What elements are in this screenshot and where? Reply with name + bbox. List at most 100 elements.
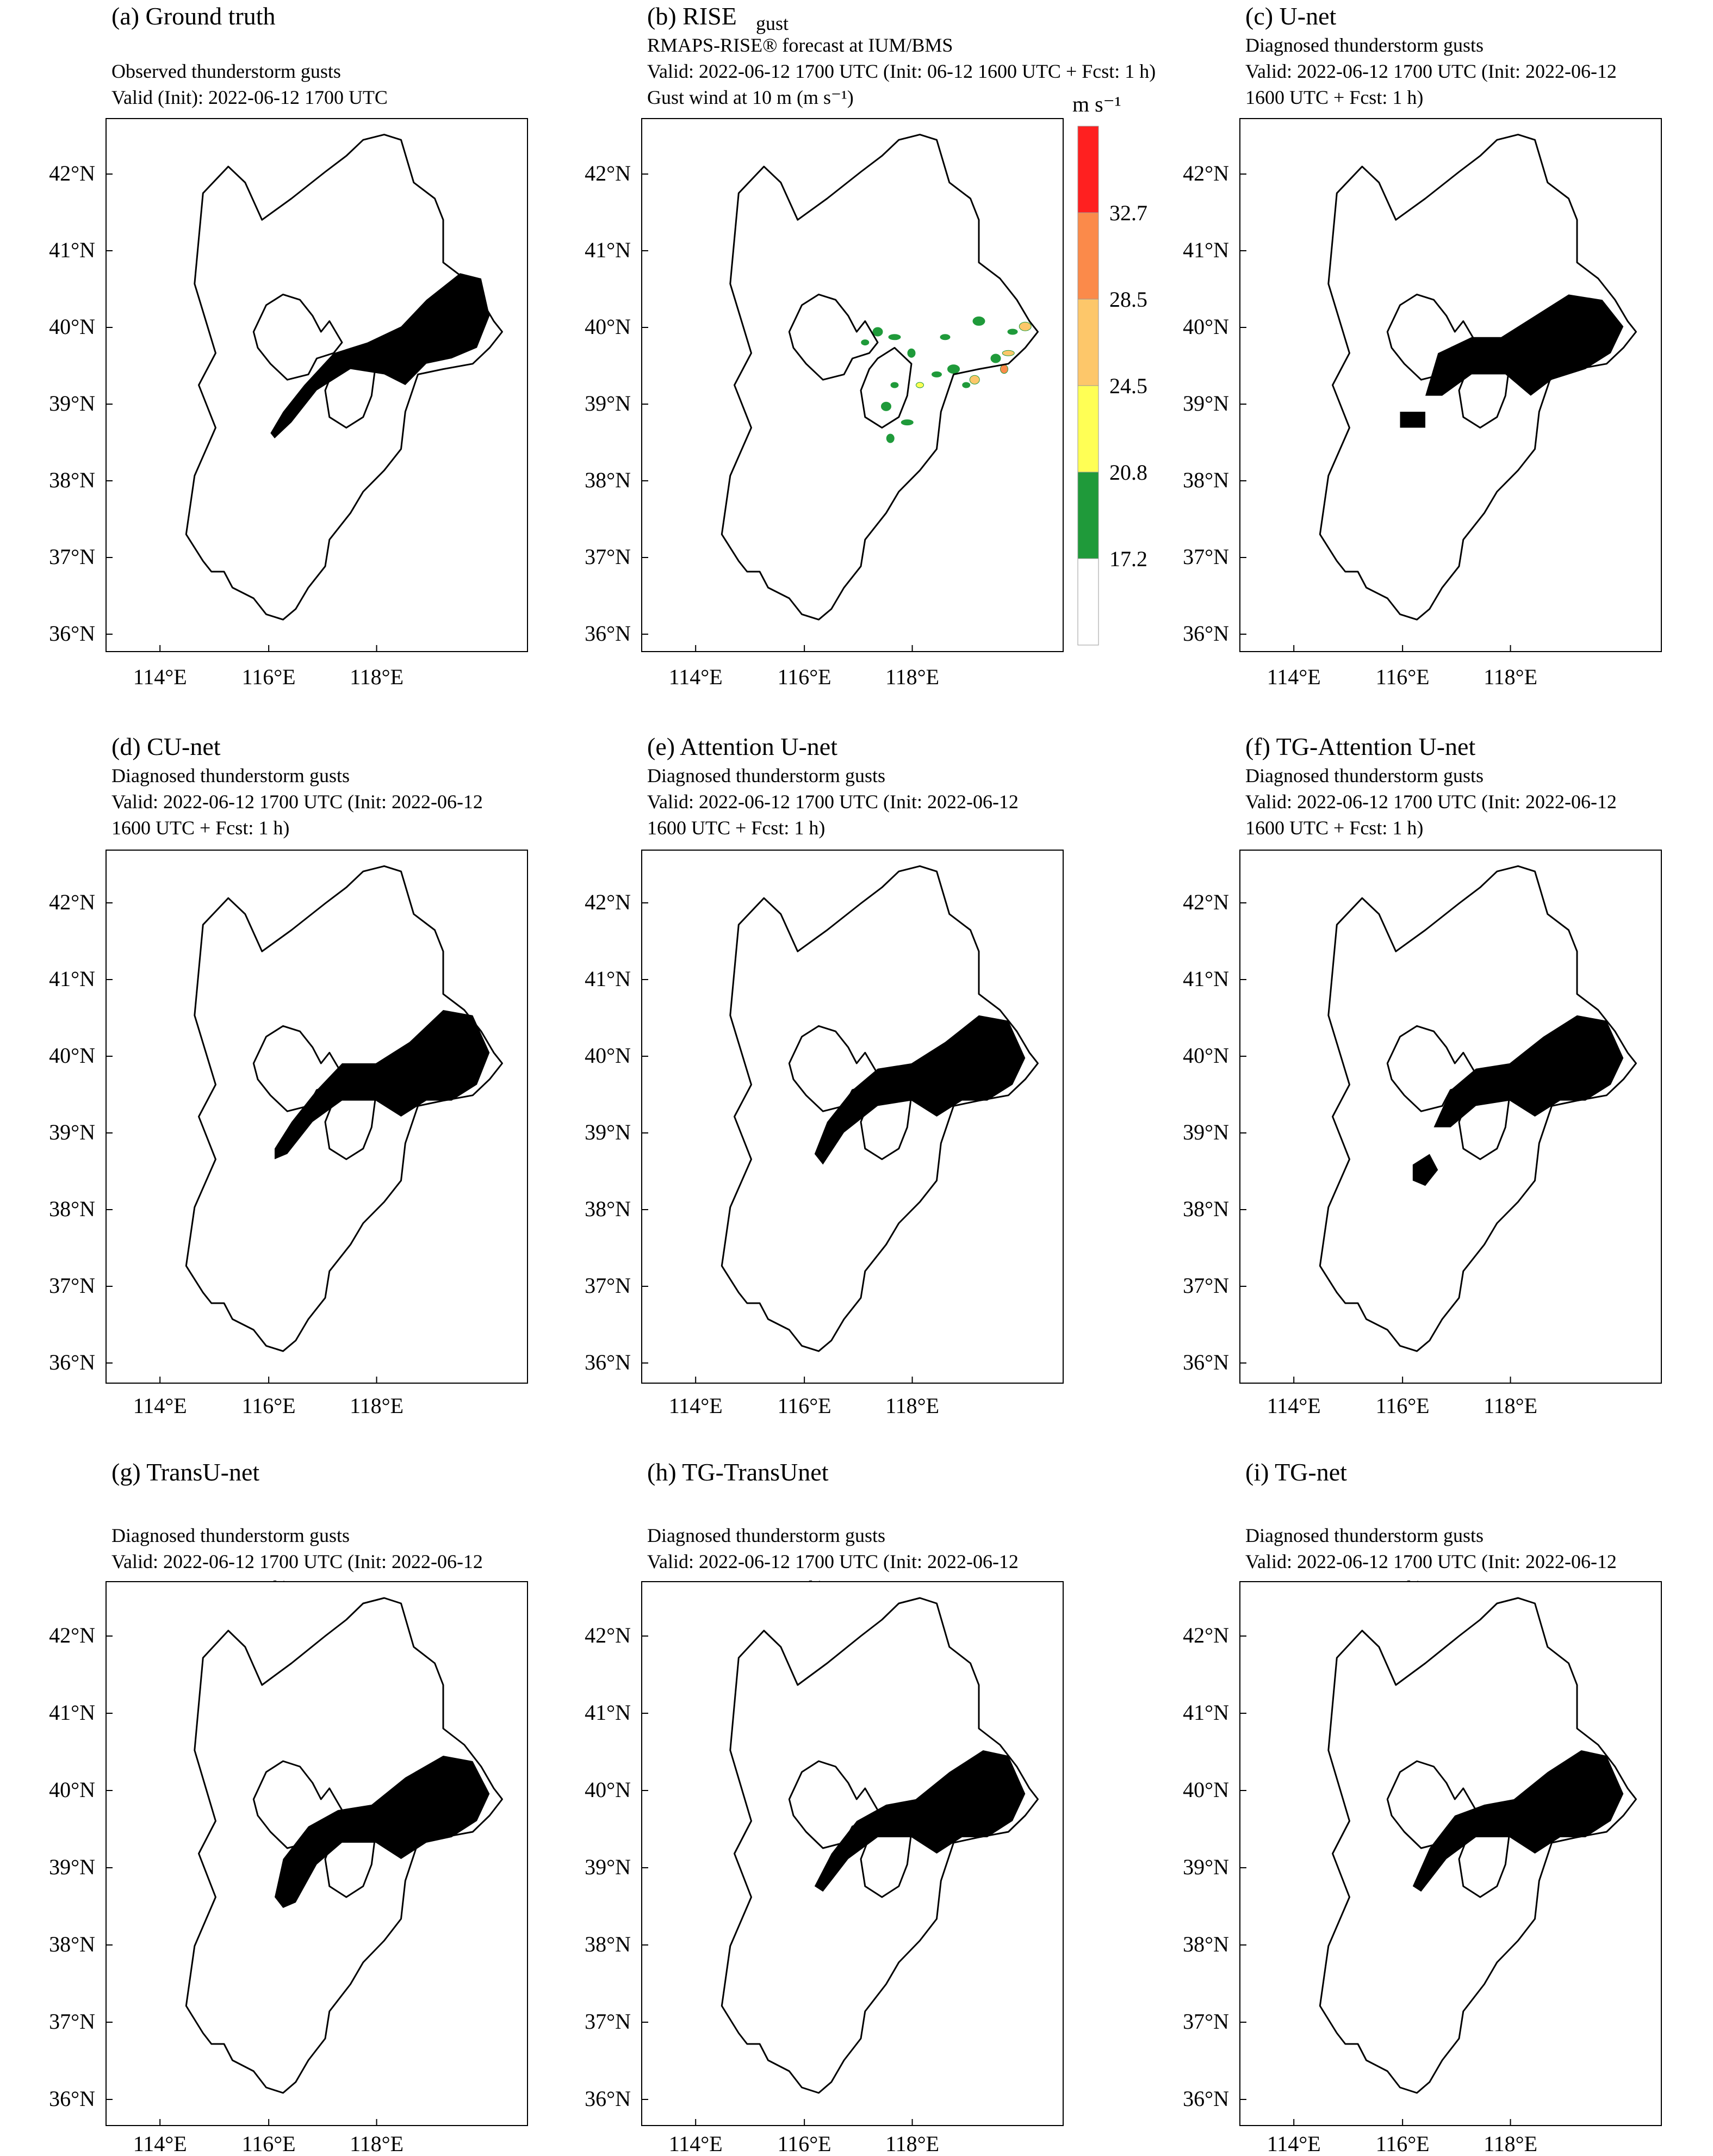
lon-tick-label: 114°E (669, 2132, 723, 2156)
gust-spot (886, 433, 895, 443)
lat-tick-label: 37°N (49, 544, 95, 569)
panel-d: (d) CU-net Diagnosed thunderstorm gusts Va… (49, 733, 528, 1418)
panel-subtitle-line: Valid: 2022-06-12 1700 UTC (Init: 2022-0… (1245, 791, 1617, 813)
panel-subtitle-line: Valid: 2022-06-12 1700 UTC (Init: 2022-0… (1245, 1551, 1617, 1572)
colorbar-level-label: 32.7 (1109, 201, 1147, 225)
gust-area-secondary (1400, 412, 1425, 428)
gust-spot (890, 382, 899, 388)
beijing-boundary (788, 1025, 879, 1112)
colorbar-segment (1077, 212, 1099, 300)
lat-tick-label: 36°N (585, 621, 631, 646)
gust-spot (940, 334, 951, 340)
panel-subtitle-line: Valid: 2022-06-12 1700 UTC (Init: 06-12 … (647, 60, 1156, 82)
lon-tick-label: 114°E (1267, 665, 1321, 689)
beijing-boundary (252, 293, 343, 381)
lon-tick-label: 118°E (885, 1393, 939, 1418)
panel-subtitle-line: Diagnosed thunderstorm gusts (1245, 34, 1484, 56)
lat-tick-label: 39°N (585, 1120, 631, 1144)
colorbar-segment (1077, 385, 1099, 473)
panel-subtitle-line: Diagnosed thunderstorm gusts (647, 765, 885, 786)
lat-tick-label: 40°N (585, 1043, 631, 1068)
gust-area (1412, 1750, 1624, 1892)
lat-tick-label: 42°N (49, 161, 95, 185)
panel-subtitle-line: Diagnosed thunderstorm gusts (1245, 765, 1484, 786)
panel-subtitle-line: Valid (Init): 2022-06-12 1700 UTC (111, 86, 388, 108)
lon-tick-label: 116°E (1376, 2132, 1430, 2156)
lat-tick-label: 37°N (585, 544, 631, 569)
gust-spot (990, 354, 1001, 363)
lat-tick-label: 36°N (585, 1350, 631, 1374)
lat-tick-label: 39°N (49, 391, 95, 416)
lat-tick-label: 37°N (49, 1273, 95, 1298)
lat-tick-label: 41°N (585, 238, 631, 262)
beijing-boundary (1386, 1760, 1477, 1849)
gust-spot (861, 339, 870, 346)
lat-tick-label: 39°N (1183, 391, 1229, 416)
tianjin-boundary (324, 346, 377, 429)
lat-tick-label: 38°N (49, 468, 95, 492)
panel-subtitle-line: 1600 UTC + Fcst: 1 h) (1245, 817, 1423, 839)
lat-tick-label: 36°N (49, 621, 95, 646)
tianjin-boundary (860, 1078, 913, 1160)
lat-tick-label: 36°N (1183, 1350, 1229, 1374)
lat-tick-label: 37°N (1183, 1273, 1229, 1298)
gust-spot (1002, 350, 1015, 356)
panel-g: (g) TransU-net Diagnosed thunderstorm gus… (49, 1458, 528, 2156)
panel-subtitle-line: Diagnosed thunderstorm gusts (111, 1525, 350, 1546)
hebei-boundary (1319, 1597, 1637, 2094)
lat-tick-label: 42°N (585, 890, 631, 914)
lat-tick-label: 38°N (1183, 1932, 1229, 1956)
gust-spot (969, 375, 980, 385)
lat-tick-label: 41°N (49, 1700, 95, 1725)
lat-tick-label: 40°N (49, 1043, 95, 1068)
gust-spot (881, 401, 891, 411)
panel-c: (c) U-net Diagnosed thunderstorm gusts Val… (1183, 2, 1662, 689)
lat-tick-label: 41°N (1183, 1700, 1229, 1725)
lon-tick-label: 118°E (885, 2132, 939, 2156)
gust-area (814, 1015, 1026, 1165)
lon-tick-label: 116°E (242, 665, 296, 689)
lat-tick-label: 38°N (49, 1197, 95, 1221)
lat-tick-label: 39°N (1183, 1855, 1229, 1879)
panel-subtitle-line: Diagnosed thunderstorm gusts (1245, 1525, 1484, 1546)
panel-subtitle-line: 1600 UTC + Fcst: 1 h) (111, 817, 289, 839)
lon-tick-label: 116°E (778, 1393, 831, 1418)
beijing-boundary (252, 1760, 343, 1849)
lon-tick-label: 116°E (778, 665, 831, 689)
panel-title-subscript: gust (756, 13, 789, 34)
lat-tick-label: 40°N (49, 1777, 95, 1802)
hebei-boundary (1319, 133, 1637, 621)
lat-tick-label: 40°N (585, 1777, 631, 1802)
lat-tick-label: 37°N (585, 1273, 631, 1298)
colorbar-level-label: 17.2 (1109, 547, 1147, 571)
panel-subtitle-line: RMAPS-RISE® forecast at IUM/BMS (647, 34, 953, 56)
lat-tick-label: 42°N (585, 1623, 631, 1647)
lat-tick-label: 39°N (49, 1120, 95, 1144)
lon-tick-label: 118°E (885, 665, 939, 689)
lat-tick-label: 38°N (585, 468, 631, 492)
hebei-boundary (721, 1597, 1039, 2094)
panel-subtitle-line: Diagnosed thunderstorm gusts (647, 1525, 885, 1546)
lon-tick-label: 116°E (1376, 665, 1430, 689)
lat-tick-label: 40°N (585, 314, 631, 339)
lon-tick-label: 118°E (350, 1393, 404, 1418)
hebei-boundary (1319, 865, 1637, 1352)
lat-tick-label: 42°N (1183, 1623, 1229, 1647)
colorbar-segment (1077, 126, 1099, 213)
gust-spot (901, 419, 914, 426)
lat-tick-label: 41°N (49, 238, 95, 262)
lat-tick-label: 38°N (49, 1932, 95, 1956)
hebei-boundary (721, 133, 1039, 621)
panel-title: (d) CU-net (111, 733, 221, 760)
panel-title: (e) Attention U-net (647, 733, 837, 760)
panel-i: (i) TG-net Diagnosed thunderstorm gusts Va… (1183, 1458, 1662, 2156)
tianjin-boundary (1458, 1814, 1511, 1898)
panel-subtitle-line: Valid: 2022-06-12 1700 UTC (Init: 2022-0… (111, 1551, 483, 1572)
gust-spot (947, 364, 960, 374)
lat-tick-label: 42°N (1183, 890, 1229, 914)
gust-area (814, 1750, 1026, 1892)
hebei-boundary (721, 865, 1039, 1352)
lat-tick-label: 36°N (585, 2086, 631, 2111)
lat-tick-label: 38°N (1183, 468, 1229, 492)
panel-subtitle-line: Valid: 2022-06-12 1700 UTC (Init: 2022-0… (1245, 60, 1617, 82)
